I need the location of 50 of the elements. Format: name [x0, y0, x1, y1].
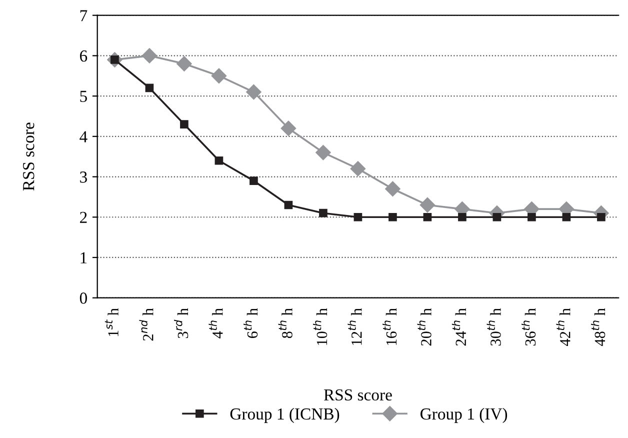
point [354, 212, 362, 222]
y-tick-label: 6 [80, 50, 88, 62]
point [388, 212, 397, 222]
x-tick-label: 4$^{th}$ h [208, 308, 223, 338]
x-tick-label: 16$^{th}$ h [382, 308, 397, 345]
point [145, 84, 154, 92]
x-tick-label: 3$^{rd}$ h [174, 308, 188, 338]
point [246, 84, 262, 100]
point [180, 120, 188, 128]
x-tick-label: 2$^{nd}$ h [139, 308, 154, 341]
y-tick-label: 2 [80, 212, 87, 223]
point [316, 144, 331, 160]
x-tick-label: 20$^{th}$ h [417, 308, 432, 346]
x-tick-label: 10$^{th}$ h [313, 308, 328, 345]
x-tick-label: 24$^{th}$ h [452, 308, 466, 346]
point [458, 212, 466, 222]
point [250, 176, 258, 185]
y-tick-label: 7 [80, 10, 88, 22]
point [385, 181, 400, 196]
point [284, 200, 293, 210]
y-tick-label: 4 [80, 131, 88, 142]
legend-label: Group 1 (IV) [420, 408, 508, 423]
point [211, 68, 227, 84]
x-tick-label: 1$^{st}$ h [104, 308, 118, 336]
y-tick-label: 1 [80, 252, 87, 264]
x-tick-label: 6$^{th}$ h [244, 308, 258, 338]
point [562, 212, 571, 222]
x-tick-label: 30$^{th}$ h [486, 308, 501, 346]
x-tick-label: 42$^{th}$ h [556, 308, 570, 346]
point [597, 212, 606, 222]
x-tick-label: 48$^{th}$ h [591, 308, 606, 346]
point [423, 212, 432, 222]
x-tick-label: 8$^{th}$ h [278, 308, 292, 338]
y-tick-label: 5 [80, 90, 87, 102]
y-axis-title: RSS score [23, 122, 34, 191]
point [492, 212, 502, 222]
y-tick-label: 0 [80, 292, 87, 304]
legend-label: Group 1 (ICNB) [230, 408, 340, 423]
point [319, 208, 328, 218]
y-tick-label: 3 [80, 172, 87, 183]
point [528, 212, 536, 222]
point [420, 197, 436, 213]
x-tick-label: 36$^{th}$ h [522, 308, 536, 346]
point [280, 120, 296, 136]
x-axis-title: RSS score [324, 389, 392, 401]
point [214, 156, 224, 165]
point [142, 48, 158, 64]
point [176, 56, 192, 72]
x-tick-label: 12$^{th}$ h [348, 308, 362, 345]
point [350, 161, 366, 176]
